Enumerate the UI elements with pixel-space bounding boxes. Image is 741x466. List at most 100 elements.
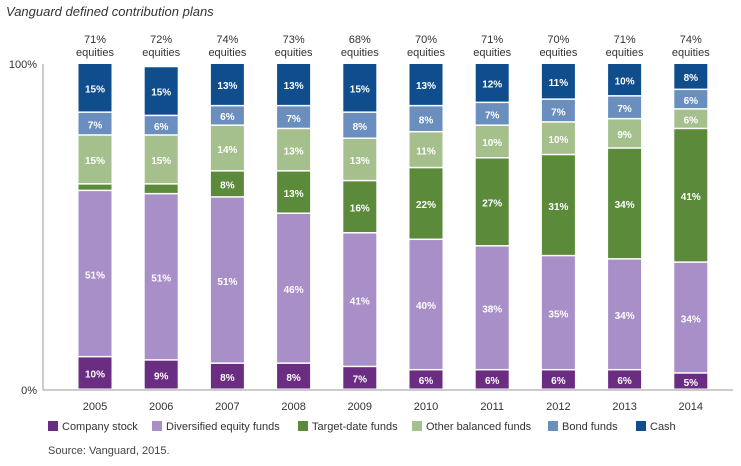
segment-label-2011-5: 12% [482,80,502,91]
segment-label-2006-5: 15% [151,88,171,99]
equity-percent-2012: 70% [547,34,569,46]
equity-word-2005: equities [76,47,114,59]
equity-percent-2005: 71% [84,34,106,46]
legend-swatch-1 [152,421,162,431]
bar-segment-2013-2 [608,148,642,259]
segment-label-2013-3: 9% [617,130,632,141]
segment-label-2007-2: 8% [220,181,235,192]
equity-percent-2006: 72% [150,34,172,46]
segment-label-2010-5: 13% [416,81,436,92]
segment-label-2010-3: 11% [416,146,436,157]
bar-segment-2007-1 [210,197,244,363]
segment-label-2014-4: 6% [684,96,699,107]
segment-label-2005-4: 7% [88,120,103,131]
segment-label-2009-5: 15% [350,84,370,95]
bars-group: 10%51%15%7%15%71%equities20059%51%15%6%1… [76,34,710,413]
legend-swatch-4 [548,421,558,431]
bar-segment-2009-1 [343,233,377,366]
bar-segment-2009-2 [343,181,377,233]
bar-segment-2006-1 [144,194,178,360]
bar-segment-2012-5 [541,64,575,99]
equity-percent-2009: 68% [349,34,371,46]
x-tick-2010: 2010 [414,401,438,413]
segment-label-2007-5: 13% [217,81,237,92]
x-tick-2005: 2005 [83,401,107,413]
segment-label-2005-1: 51% [85,270,105,281]
legend-label-1: Diversified equity funds [166,421,280,433]
bar-segment-2010-4 [409,106,443,131]
x-tick-2012: 2012 [546,401,570,413]
bar-segment-2005-4 [78,112,112,135]
bar-segment-2008-2 [277,171,311,213]
bar-segment-2009-4 [343,112,377,138]
bar-segment-2010-2 [409,168,443,239]
segment-label-2014-2: 41% [681,192,701,203]
segment-label-2010-4: 8% [419,115,434,126]
segment-label-2005-3: 15% [85,156,105,167]
bar-segment-2013-1 [608,259,642,369]
bar-segment-2011-5 [475,64,509,102]
segment-label-2012-5: 11% [549,78,569,89]
bar-segment-2010-1 [409,240,443,369]
segment-label-2013-5: 10% [615,76,635,87]
bar-segment-2009-0 [343,367,377,389]
x-tick-2007: 2007 [215,401,239,413]
bar-segment-2009-5 [343,64,377,112]
x-tick-2009: 2009 [348,401,372,413]
bar-segment-2013-0 [608,370,642,389]
x-tick-2013: 2013 [612,401,636,413]
equity-word-2008: equities [275,47,313,59]
segment-label-2011-1: 38% [482,305,502,316]
x-tick-2006: 2006 [149,401,173,413]
segment-label-2006-3: 15% [151,156,171,167]
y-tick-100: 100% [9,59,37,71]
bar-segment-2007-3 [210,125,244,171]
segment-label-2014-3: 6% [684,115,699,126]
segment-label-2012-2: 31% [548,202,568,213]
bar-segment-2005-3 [78,135,112,184]
segment-label-2014-1: 34% [681,314,701,325]
equity-word-2007: equities [208,47,246,59]
segment-label-2006-0: 9% [154,371,169,382]
equity-percent-2007: 74% [216,34,238,46]
bar-segment-2006-5 [144,67,178,115]
bar-segment-2014-3 [674,109,708,128]
segment-label-2013-0: 6% [617,376,632,387]
segment-label-2008-1: 46% [284,285,304,296]
segment-label-2012-3: 10% [548,135,568,146]
segment-label-2009-1: 41% [350,296,370,307]
bar-segment-2012-2 [541,155,575,255]
bar-segment-2013-4 [608,96,642,118]
equity-percent-2013: 71% [614,34,636,46]
segment-label-2008-2: 13% [284,189,304,200]
bar-segment-2008-1 [277,213,311,363]
segment-label-2008-0: 8% [286,373,301,384]
segment-label-2008-5: 13% [284,81,304,92]
equity-word-2009: equities [341,47,379,59]
legend-label-0: Company stock [62,421,138,433]
equity-word-2011: equities [473,47,511,59]
segment-label-2008-4: 7% [286,114,301,125]
segment-label-2013-2: 34% [615,200,635,211]
bar-segment-2006-0 [144,360,178,389]
bar-segment-2006-3 [144,135,178,184]
bar-segment-2014-0 [674,373,708,389]
bar-segment-2008-5 [277,64,311,105]
segment-label-2012-1: 35% [548,309,568,320]
segment-label-2007-0: 8% [220,373,235,384]
segment-label-2013-1: 34% [615,311,635,322]
segment-label-2005-5: 15% [85,84,105,95]
bar-segment-2014-4 [674,90,708,109]
bar-segment-2013-5 [608,64,642,96]
bar-segment-2008-3 [277,129,311,171]
legend-swatch-5 [636,421,646,431]
segment-label-2011-0: 6% [485,376,500,387]
legend-label-3: Other balanced funds [426,421,532,433]
bar-segment-2007-0 [210,363,244,389]
segment-label-2006-4: 6% [154,122,169,133]
bar-segment-2006-4 [144,116,178,135]
bar-segment-2005-2 [78,184,112,190]
segment-label-2009-4: 8% [353,122,368,133]
segment-label-2006-1: 51% [151,274,171,285]
